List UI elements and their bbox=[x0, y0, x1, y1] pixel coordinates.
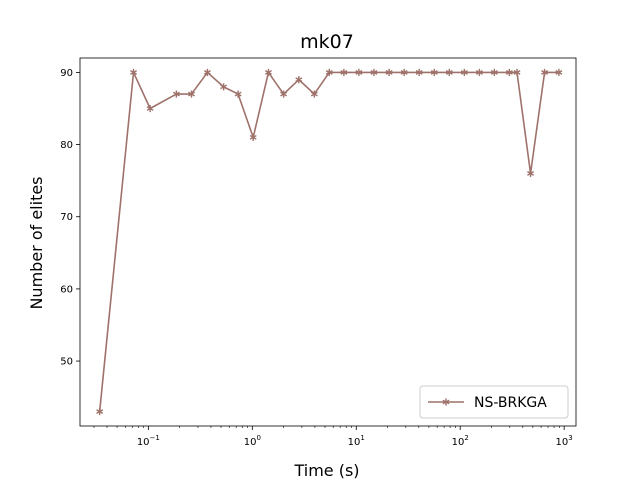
data-point bbox=[430, 68, 438, 77]
data-point bbox=[220, 83, 228, 91]
data-point bbox=[188, 90, 195, 98]
y-tick-label: 70 bbox=[60, 212, 73, 223]
data-point bbox=[295, 76, 303, 84]
data-point bbox=[490, 68, 498, 77]
plot-frame bbox=[79, 57, 577, 427]
data-point bbox=[370, 68, 378, 77]
data-point bbox=[400, 68, 408, 77]
data-point bbox=[172, 90, 180, 98]
data-point bbox=[475, 68, 483, 77]
data-point bbox=[340, 68, 348, 77]
x-tick-label: 10−1 bbox=[137, 434, 160, 448]
x-tick-label: 103 bbox=[556, 434, 573, 448]
y-tick-label: 90 bbox=[60, 68, 73, 79]
data-point bbox=[310, 90, 318, 98]
data-point bbox=[203, 68, 211, 77]
series-line-ns-brkga bbox=[98, 71, 559, 412]
data-point bbox=[460, 68, 468, 77]
data-point bbox=[96, 407, 104, 416]
legend-marker-swatch bbox=[442, 398, 450, 406]
plot-area bbox=[96, 68, 563, 416]
data-point bbox=[234, 90, 242, 98]
y-axis-label: Number of elites bbox=[27, 176, 46, 309]
chart-title: mk07 bbox=[300, 31, 354, 53]
x-tick-label: 102 bbox=[452, 434, 469, 448]
legend: NS-BRKGA bbox=[419, 385, 569, 419]
x-axis-label: Time (s) bbox=[293, 461, 359, 480]
y-tick-label: 60 bbox=[60, 284, 73, 295]
y-tick-label: 80 bbox=[60, 140, 73, 151]
data-point bbox=[325, 68, 333, 77]
x-tick-label: 100 bbox=[244, 434, 261, 448]
data-point bbox=[264, 68, 272, 77]
axes: 50 60 70 80 90 10−1 100 101 102 103 bbox=[60, 57, 577, 448]
y-tick-label: 50 bbox=[60, 357, 73, 368]
data-point bbox=[505, 68, 513, 77]
data-point bbox=[445, 68, 453, 77]
data-point bbox=[541, 68, 549, 77]
data-point bbox=[249, 133, 257, 141]
legend-box bbox=[419, 385, 569, 419]
data-point bbox=[527, 169, 535, 178]
data-point bbox=[355, 68, 363, 77]
data-point bbox=[146, 104, 154, 113]
legend-star-marker bbox=[442, 398, 450, 406]
x-tick-label: 101 bbox=[348, 434, 365, 448]
data-point bbox=[555, 68, 563, 77]
data-point bbox=[280, 90, 288, 98]
data-point bbox=[130, 68, 137, 77]
data-point bbox=[513, 68, 521, 77]
data-point bbox=[415, 68, 423, 77]
legend-entry-ns-brkga: NS-BRKGA bbox=[474, 395, 547, 411]
data-point bbox=[385, 68, 393, 77]
